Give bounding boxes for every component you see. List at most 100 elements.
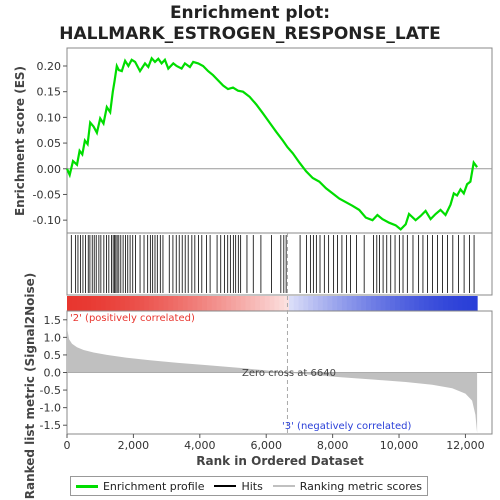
metric-y-tick-label: 0.0 <box>44 367 62 380</box>
metric-x-tick-label: 2,000 <box>118 439 150 452</box>
heat-bar-segment <box>67 296 73 311</box>
heat-bar-segment <box>438 296 444 311</box>
heat-bar-segment <box>457 296 464 311</box>
heat-bar-segment <box>124 296 131 311</box>
metric-panel: 1.5 1.0 0.5 0.0 -0.5 -1.0 -1.5 0 2,000 4,000 6,00… <box>23 233 493 500</box>
heat-bar-segment <box>443 296 449 311</box>
heat-bar-segment <box>428 296 435 311</box>
heat-bar-segment <box>100 296 107 311</box>
legend-swatch-black <box>214 485 237 487</box>
metric-y-axis-label: Ranked list metric (Signal2Noise) <box>23 273 37 500</box>
heat-bar-segment <box>385 296 391 311</box>
heat-bar-segment <box>288 296 295 311</box>
heat-bar-segment <box>250 296 256 311</box>
heat-bar-segment <box>274 296 280 311</box>
heat-bar-segment <box>139 296 145 311</box>
metric-y-tick-label: -1.5 <box>40 419 61 432</box>
metric-y-ticks: 1.5 1.0 0.5 0.0 -0.5 -1.0 -1.5 <box>40 314 67 432</box>
heat-bar-segment <box>303 296 309 311</box>
es-y-tick-label: 0.20 <box>37 60 62 73</box>
heat-bar-segment <box>158 296 165 311</box>
heat-bar-segment <box>255 296 261 311</box>
heat-bar-segment <box>380 296 386 311</box>
heat-bar-segment <box>366 296 372 311</box>
heat-bar-segment <box>308 296 314 311</box>
heat-bar-segment <box>86 296 92 311</box>
heat-bar-segment <box>192 296 198 311</box>
legend-swatch-gray <box>272 485 295 487</box>
heat-bar-segment <box>206 296 213 311</box>
heat-bar-segment <box>226 296 232 311</box>
es-y-tick-label: 0.10 <box>37 111 62 124</box>
ranking-metric-area <box>67 312 478 433</box>
heat-bar-segment <box>337 296 343 311</box>
heat-bar-segment <box>235 296 242 311</box>
es-y-tick-label: -0.05 <box>33 188 61 201</box>
heat-bar-segment <box>448 296 454 311</box>
heat-bar-segment <box>419 296 425 311</box>
chart-title-line1: Enrichment plot: <box>170 3 330 23</box>
heat-bar-segment <box>327 296 333 311</box>
legend-item-hits: Hits <box>214 480 263 493</box>
metric-x-tick-label: 6,000 <box>250 439 282 452</box>
es-y-ticks: 0.20 0.15 0.10 0.05 0.00 -0.05 -0.10 <box>33 60 67 227</box>
legend-label-enrichment-profile: Enrichment profile <box>102 479 205 493</box>
heat-bar-segment <box>202 296 208 311</box>
heat-bar-segment <box>259 296 266 311</box>
metric-y-tick-label: 1.0 <box>44 331 62 344</box>
heat-bar-segment <box>375 296 382 311</box>
heat-bar-segment <box>317 296 324 311</box>
heat-bar-segment <box>341 296 348 311</box>
metric-y-tick-label: 1.5 <box>44 314 62 327</box>
heat-bar-segment <box>245 296 251 311</box>
heat-bar-segment <box>177 296 184 311</box>
es-y-tick-label: 0.15 <box>37 86 62 99</box>
metric-y-tick-label: 0.5 <box>44 349 62 362</box>
heat-bar-segment <box>284 296 290 311</box>
heat-bar-segment <box>370 296 377 311</box>
heat-bar-segment <box>81 296 87 311</box>
heat-bar-segment <box>414 296 420 311</box>
heat-bar-segment <box>105 296 112 311</box>
heat-bar-segment <box>346 296 353 311</box>
negative-correlation-label: '3' (negatively correlated) <box>282 421 411 432</box>
hits-lines <box>70 235 475 293</box>
heat-bar-segment <box>197 296 203 311</box>
chart-title-line2: HALLMARK_ESTROGEN_RESPONSE_LATE <box>59 24 441 44</box>
heat-bar-segment <box>395 296 401 311</box>
heat-bar-segment <box>356 296 362 311</box>
heat-bar-segment <box>110 296 116 311</box>
heat-bar-segment <box>211 296 218 311</box>
heat-bar-segment <box>129 296 136 311</box>
zero-cross-label: Zero cross at 6640 <box>242 368 336 379</box>
heat-bar-segment <box>71 296 78 311</box>
heat-bar-segment <box>240 296 247 311</box>
heat-bar-segment <box>163 296 169 311</box>
heat-bar-segment <box>472 296 478 311</box>
heat-bar-segment <box>221 296 227 311</box>
es-y-axis-label: Enrichment score (ES) <box>13 66 27 216</box>
heat-bar-segment <box>231 296 237 311</box>
heat-bar-segment <box>322 296 329 311</box>
metric-y-tick-label: -1.0 <box>40 402 61 415</box>
heat-bar-segment <box>173 296 179 311</box>
heat-bar-segment <box>279 296 285 311</box>
heat-bar-segment <box>76 296 83 311</box>
es-panel-frame <box>66 47 493 234</box>
es-y-tick-label: 0.05 <box>37 137 62 150</box>
metric-x-tick-label: 0 <box>64 439 71 452</box>
heat-bar-segment <box>91 296 97 311</box>
heat-bar-segment <box>293 296 300 311</box>
heat-bar-segment <box>409 296 415 311</box>
heat-bar-segment <box>269 296 276 311</box>
heat-bar-segment <box>153 296 160 311</box>
heat-bar-segment <box>351 296 358 311</box>
metric-x-tick-label: 10,000 <box>380 439 419 452</box>
legend-label-ranking-metric: Ranking metric scores <box>299 479 422 493</box>
metric-x-tick-label: 8,000 <box>317 439 349 452</box>
es-y-tick-label: 0.00 <box>37 163 62 176</box>
heat-bar-segment <box>462 296 469 311</box>
heat-bar-segment <box>404 296 411 311</box>
positive-correlation-label: '2' (positively correlated) <box>70 313 195 324</box>
